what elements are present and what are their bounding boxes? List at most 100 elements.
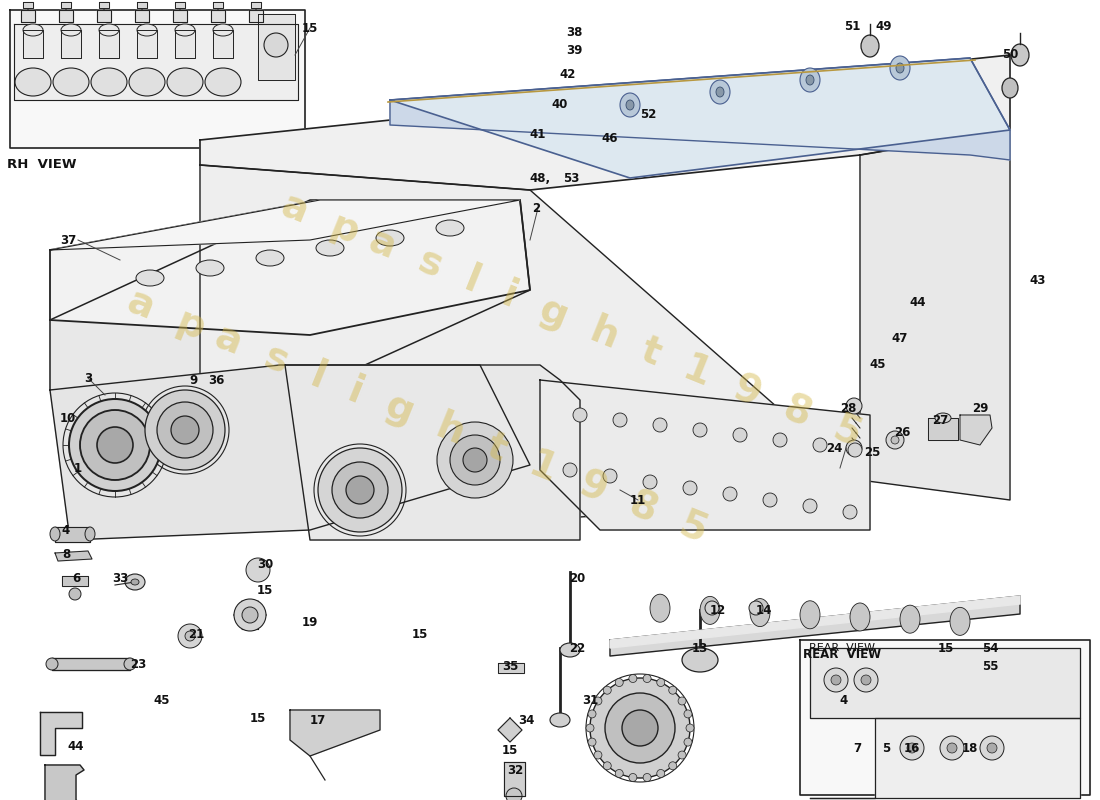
Text: 28: 28 bbox=[839, 402, 856, 414]
Ellipse shape bbox=[234, 599, 266, 631]
Ellipse shape bbox=[69, 588, 81, 600]
Ellipse shape bbox=[573, 408, 587, 422]
Polygon shape bbox=[200, 55, 1010, 190]
Text: 43: 43 bbox=[1030, 274, 1046, 286]
Text: 9: 9 bbox=[189, 374, 197, 386]
Text: 15: 15 bbox=[502, 743, 518, 757]
Ellipse shape bbox=[861, 675, 871, 685]
Ellipse shape bbox=[69, 399, 161, 491]
Text: 15: 15 bbox=[301, 22, 318, 34]
Ellipse shape bbox=[85, 527, 95, 541]
Ellipse shape bbox=[693, 423, 707, 437]
Ellipse shape bbox=[603, 686, 612, 694]
Polygon shape bbox=[810, 648, 1080, 718]
Ellipse shape bbox=[131, 579, 139, 585]
Polygon shape bbox=[285, 365, 580, 540]
Ellipse shape bbox=[138, 24, 157, 36]
Polygon shape bbox=[60, 2, 72, 8]
Polygon shape bbox=[97, 10, 111, 22]
Polygon shape bbox=[60, 30, 81, 58]
Ellipse shape bbox=[242, 607, 258, 623]
Polygon shape bbox=[55, 551, 92, 561]
Ellipse shape bbox=[436, 220, 464, 236]
Ellipse shape bbox=[824, 668, 848, 692]
Ellipse shape bbox=[615, 678, 624, 686]
Polygon shape bbox=[138, 30, 157, 58]
Text: 11: 11 bbox=[630, 494, 646, 506]
Ellipse shape bbox=[813, 438, 827, 452]
Polygon shape bbox=[175, 2, 185, 8]
Ellipse shape bbox=[167, 68, 204, 96]
Ellipse shape bbox=[947, 743, 957, 753]
Ellipse shape bbox=[626, 100, 634, 110]
Polygon shape bbox=[960, 415, 992, 445]
Ellipse shape bbox=[586, 724, 594, 732]
Ellipse shape bbox=[175, 24, 195, 36]
Polygon shape bbox=[59, 10, 73, 22]
Text: 33: 33 bbox=[112, 571, 128, 585]
Text: 1: 1 bbox=[74, 462, 82, 474]
Ellipse shape bbox=[53, 68, 89, 96]
Polygon shape bbox=[99, 30, 119, 58]
Polygon shape bbox=[498, 663, 524, 673]
Text: 21: 21 bbox=[188, 629, 205, 642]
Ellipse shape bbox=[629, 774, 637, 782]
Polygon shape bbox=[213, 30, 233, 58]
Ellipse shape bbox=[50, 527, 60, 541]
Polygon shape bbox=[135, 10, 149, 22]
Polygon shape bbox=[23, 30, 43, 58]
Polygon shape bbox=[52, 658, 130, 670]
Ellipse shape bbox=[620, 93, 640, 117]
Ellipse shape bbox=[316, 240, 344, 256]
Text: 39: 39 bbox=[565, 43, 582, 57]
Text: 18: 18 bbox=[961, 742, 978, 754]
Text: 31: 31 bbox=[582, 694, 598, 706]
Ellipse shape bbox=[332, 462, 388, 518]
Text: 19: 19 bbox=[301, 615, 318, 629]
Polygon shape bbox=[258, 14, 295, 80]
Ellipse shape bbox=[621, 710, 658, 746]
Ellipse shape bbox=[588, 738, 596, 746]
Ellipse shape bbox=[615, 770, 624, 778]
Ellipse shape bbox=[705, 601, 719, 615]
Text: 13: 13 bbox=[692, 642, 708, 654]
Ellipse shape bbox=[806, 75, 814, 85]
Text: 50: 50 bbox=[1002, 47, 1019, 61]
Ellipse shape bbox=[846, 440, 862, 456]
Ellipse shape bbox=[657, 770, 664, 778]
Polygon shape bbox=[99, 2, 109, 8]
Polygon shape bbox=[928, 418, 958, 440]
Ellipse shape bbox=[80, 410, 150, 480]
Ellipse shape bbox=[848, 443, 862, 457]
Ellipse shape bbox=[629, 674, 637, 682]
Ellipse shape bbox=[935, 413, 952, 423]
Ellipse shape bbox=[896, 63, 904, 73]
Ellipse shape bbox=[750, 598, 770, 626]
Polygon shape bbox=[251, 2, 261, 8]
Ellipse shape bbox=[157, 402, 213, 458]
Ellipse shape bbox=[653, 418, 667, 432]
Ellipse shape bbox=[603, 469, 617, 483]
Ellipse shape bbox=[15, 68, 51, 96]
Polygon shape bbox=[173, 10, 187, 22]
Text: 30: 30 bbox=[257, 558, 273, 571]
Ellipse shape bbox=[657, 678, 664, 686]
Ellipse shape bbox=[1011, 44, 1028, 66]
Ellipse shape bbox=[91, 68, 127, 96]
Polygon shape bbox=[390, 58, 1010, 178]
Text: 27: 27 bbox=[932, 414, 948, 426]
Text: 47: 47 bbox=[892, 331, 909, 345]
Text: REAR  VIEW: REAR VIEW bbox=[808, 643, 874, 653]
Ellipse shape bbox=[800, 68, 820, 92]
Text: 3: 3 bbox=[84, 371, 92, 385]
Ellipse shape bbox=[246, 558, 270, 582]
Ellipse shape bbox=[773, 433, 786, 447]
Text: 44: 44 bbox=[910, 295, 926, 309]
Text: 26: 26 bbox=[894, 426, 910, 438]
Ellipse shape bbox=[891, 436, 899, 444]
Ellipse shape bbox=[854, 668, 878, 692]
Ellipse shape bbox=[46, 658, 58, 670]
Text: 17: 17 bbox=[310, 714, 326, 726]
Text: 15: 15 bbox=[256, 583, 273, 597]
Text: 34: 34 bbox=[518, 714, 535, 726]
